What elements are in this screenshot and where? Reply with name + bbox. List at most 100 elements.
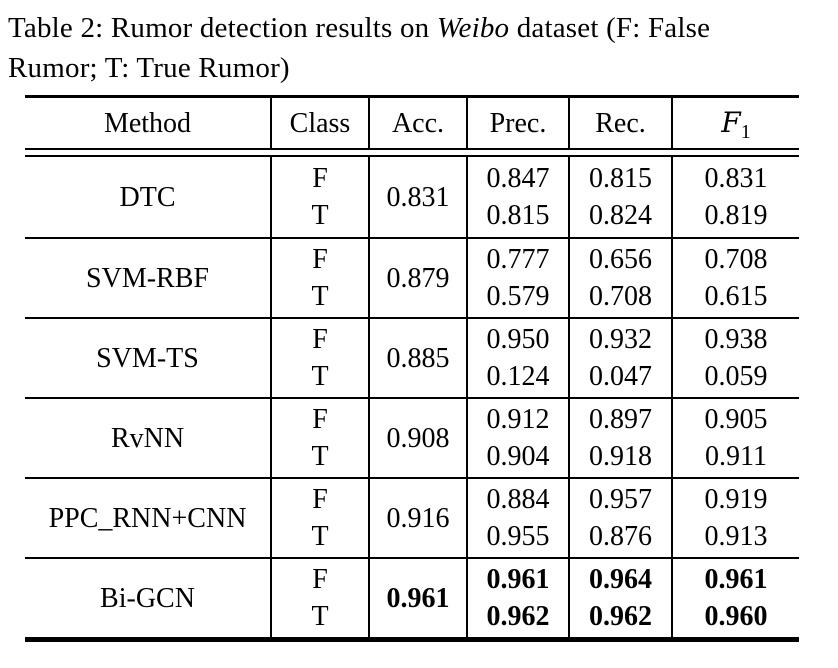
recall-value-f: 0.932 — [589, 324, 652, 355]
cell-method: SVM-RBF — [25, 239, 270, 317]
f1-value-f: 0.938 — [704, 324, 768, 355]
cell-precision: 0.847 0.815 — [466, 157, 568, 237]
cell-recall: 0.897 0.918 — [568, 399, 671, 477]
method-name: SVM-TS — [96, 342, 199, 374]
recall-value-t: 0.876 — [589, 521, 652, 552]
precision-value-t: 0.815 — [486, 200, 550, 231]
paper-page: Table 2: Rumor detection results on Weib… — [0, 8, 838, 668]
method-row-block: DTC F T 0.831 0.847 0.815 0.815 0.824 0.… — [25, 157, 799, 237]
header-double-rule — [25, 148, 799, 157]
f1-value-t: 0.911 — [705, 441, 767, 472]
results-table: Method Class Acc. Prec. Rec. F1 DTC — [25, 95, 799, 642]
recall-value-f: 0.656 — [589, 244, 652, 275]
f1-value-f: 0.961 — [704, 564, 768, 595]
cell-accuracy: 0.831 — [368, 157, 466, 237]
header-recall-label: Rec. — [595, 107, 646, 139]
accuracy-value: 0.916 — [386, 502, 450, 534]
f1-subscript: 1 — [740, 121, 751, 143]
cell-method: Bi-GCN — [25, 559, 270, 637]
class-true: T — [311, 521, 329, 552]
cell-class: F T — [270, 399, 368, 477]
header-method-label: Method — [103, 107, 192, 139]
cell-class: F T — [270, 559, 368, 637]
cell-f1: 0.905 0.911 — [671, 399, 799, 477]
recall-value-t: 0.962 — [589, 601, 652, 632]
table-body: DTC F T 0.831 0.847 0.815 0.815 0.824 0.… — [25, 157, 799, 637]
method-row-block: Bi-GCN F T 0.961 0.961 0.962 0.964 0.962… — [25, 557, 799, 637]
cell-accuracy: 0.961 — [368, 559, 466, 637]
cell-accuracy: 0.885 — [368, 319, 466, 397]
precision-value-t: 0.955 — [486, 521, 550, 552]
header-class-label: Class — [289, 107, 351, 139]
method-name: PPC_RNN+CNN — [48, 502, 247, 534]
header-accuracy-label: Acc. — [391, 107, 445, 139]
method-name: Bi-GCN — [100, 582, 195, 614]
header-precision: Prec. — [466, 98, 568, 149]
recall-value-t: 0.824 — [589, 200, 652, 231]
method-row-block: SVM-TS F T 0.885 0.950 0.124 0.932 0.047… — [25, 317, 799, 397]
recall-value-t: 0.918 — [589, 441, 652, 472]
recall-value-f: 0.964 — [589, 564, 652, 595]
class-false: F — [312, 163, 328, 194]
precision-value-t: 0.904 — [486, 441, 550, 472]
table-caption: Table 2: Rumor detection results on Weib… — [8, 8, 838, 88]
accuracy-value: 0.908 — [386, 422, 450, 454]
f1-value-t: 0.615 — [704, 281, 768, 312]
header-accuracy: Acc. — [368, 98, 466, 149]
class-false: F — [312, 244, 328, 275]
cell-f1: 0.831 0.819 — [671, 157, 799, 237]
precision-value-f: 0.961 — [486, 564, 550, 595]
header-precision-label: Prec. — [489, 107, 547, 139]
precision-value-f: 0.912 — [486, 404, 550, 435]
f1-value-f: 0.905 — [704, 404, 768, 435]
cell-precision: 0.961 0.962 — [466, 559, 568, 637]
class-false: F — [312, 484, 328, 515]
method-name: RvNN — [110, 422, 185, 454]
cell-method: DTC — [25, 157, 270, 237]
precision-value-t: 0.962 — [486, 601, 550, 632]
f1-value-t: 0.059 — [704, 361, 768, 392]
f1-value-f: 0.919 — [704, 484, 768, 515]
f1-value-t: 0.960 — [704, 601, 768, 632]
cell-class: F T — [270, 319, 368, 397]
class-true: T — [311, 441, 329, 472]
class-true: T — [311, 361, 329, 392]
table-top-rule — [25, 95, 799, 98]
cell-recall: 0.932 0.047 — [568, 319, 671, 397]
method-row-block: RvNN F T 0.908 0.912 0.904 0.897 0.918 0… — [25, 397, 799, 477]
recall-value-t: 0.047 — [589, 361, 652, 392]
header-f1: F1 — [671, 98, 799, 149]
accuracy-value: 0.879 — [386, 262, 450, 294]
cell-f1: 0.961 0.960 — [671, 559, 799, 637]
table-bottom-rule — [25, 637, 799, 642]
cell-class: F T — [270, 239, 368, 317]
method-row-block: PPC_RNN+CNN F T 0.916 0.884 0.955 0.957 … — [25, 477, 799, 557]
caption-text-suffix: dataset (F: False — [509, 12, 711, 44]
method-name: SVM-RBF — [86, 262, 209, 294]
cell-precision: 0.950 0.124 — [466, 319, 568, 397]
cell-recall: 0.815 0.824 — [568, 157, 671, 237]
cell-f1: 0.708 0.615 — [671, 239, 799, 317]
recall-value-f: 0.815 — [589, 163, 652, 194]
precision-value-f: 0.950 — [486, 324, 550, 355]
recall-value-t: 0.708 — [589, 281, 652, 312]
cell-precision: 0.884 0.955 — [466, 479, 568, 557]
class-true: T — [311, 281, 329, 312]
cell-method: SVM-TS — [25, 319, 270, 397]
cell-recall: 0.964 0.962 — [568, 559, 671, 637]
header-recall: Rec. — [568, 98, 671, 149]
f1-base: F — [721, 106, 741, 139]
accuracy-value: 0.885 — [386, 342, 450, 374]
class-true: T — [311, 200, 329, 231]
recall-value-f: 0.957 — [589, 484, 652, 515]
cell-recall: 0.656 0.708 — [568, 239, 671, 317]
cell-precision: 0.912 0.904 — [466, 399, 568, 477]
header-f1-label: F1 — [721, 98, 750, 149]
f1-value-f: 0.708 — [704, 244, 768, 275]
cell-class: F T — [270, 157, 368, 237]
class-true: T — [311, 601, 329, 632]
cell-f1: 0.919 0.913 — [671, 479, 799, 557]
caption-text-line2: Rumor; T: True Rumor) — [8, 52, 290, 84]
precision-value-t: 0.124 — [486, 361, 550, 392]
accuracy-value: 0.961 — [386, 582, 450, 614]
